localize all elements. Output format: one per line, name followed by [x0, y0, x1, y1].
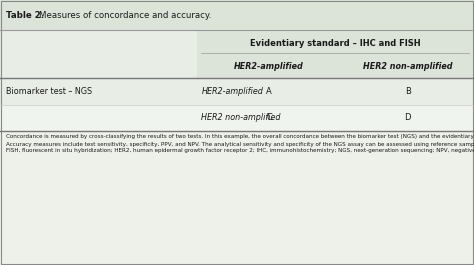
Text: Biomarker test – NGS: Biomarker test – NGS [6, 87, 92, 96]
Bar [0, 78, 474, 105]
Bar [197, 30, 474, 56]
Bar [0, 0, 474, 30]
Bar [197, 56, 474, 78]
Text: HER2 non-amplified: HER2 non-amplified [201, 113, 281, 122]
Text: HER2-amplified: HER2-amplified [234, 63, 304, 71]
Bar [0, 131, 474, 265]
Text: B: B [405, 87, 410, 96]
Text: Measures of concordance and accuracy.: Measures of concordance and accuracy. [39, 11, 212, 20]
Text: HER2 non-amplified: HER2 non-amplified [363, 63, 452, 71]
Text: A: A [266, 87, 272, 96]
Text: C: C [266, 113, 272, 122]
Bar [0, 30, 197, 56]
Bar [0, 105, 474, 131]
Text: HER2-amplified: HER2-amplified [201, 87, 264, 96]
Text: Concordance is measured by cross-classifying the results of two tests. In this e: Concordance is measured by cross-classif… [6, 134, 474, 153]
Text: Evidentiary standard – IHC and FISH: Evidentiary standard – IHC and FISH [250, 39, 420, 47]
Text: Table 2.: Table 2. [6, 11, 44, 20]
Text: D: D [404, 113, 411, 122]
Bar [0, 56, 197, 78]
